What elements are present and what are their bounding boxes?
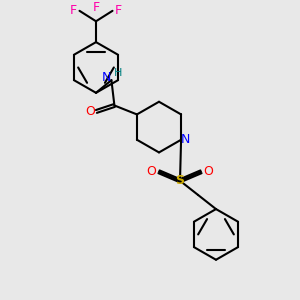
Text: F: F: [92, 1, 100, 14]
Text: S: S: [176, 174, 184, 187]
Text: F: F: [115, 4, 122, 17]
Text: F: F: [70, 4, 77, 17]
Text: N: N: [181, 133, 190, 146]
Text: H: H: [114, 68, 122, 78]
Text: O: O: [85, 105, 95, 118]
Text: O: O: [147, 165, 156, 178]
Text: N: N: [101, 71, 111, 84]
Text: O: O: [204, 165, 213, 178]
